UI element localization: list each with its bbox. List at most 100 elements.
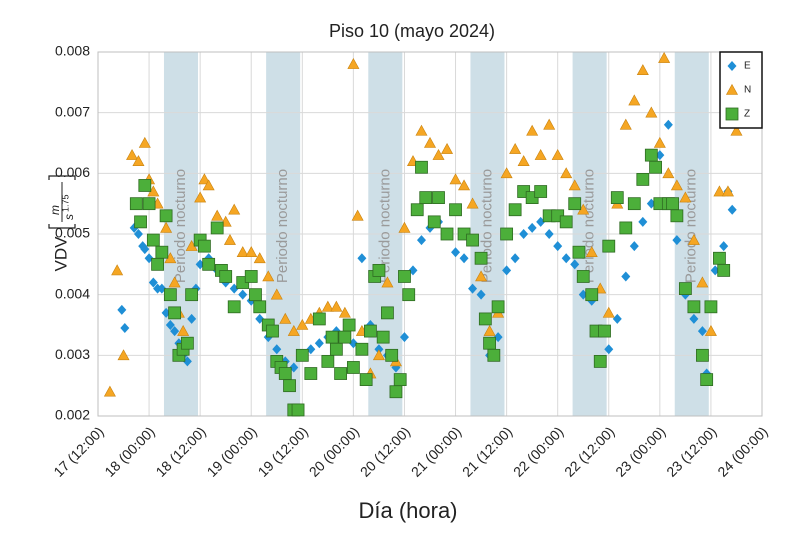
diamond-marker xyxy=(459,253,469,264)
triangle-marker xyxy=(653,136,666,148)
square-marker xyxy=(670,209,684,223)
square-marker xyxy=(159,209,173,223)
x-tick-label: 18 (12:00) xyxy=(152,423,208,479)
triangle-marker xyxy=(194,191,207,203)
diamond-marker xyxy=(544,229,554,239)
square-marker xyxy=(304,367,318,380)
diamond-marker xyxy=(357,253,367,264)
triangle-marker xyxy=(253,252,266,264)
triangle-marker xyxy=(415,124,428,136)
triangle-marker xyxy=(658,51,671,63)
square-marker xyxy=(364,324,377,338)
diamond-marker xyxy=(527,222,537,233)
square-marker xyxy=(325,330,339,344)
square-marker xyxy=(666,197,680,211)
triangle-marker xyxy=(126,149,139,160)
x-tick-label: 23 (00:00) xyxy=(612,423,668,479)
square-marker xyxy=(491,300,505,314)
square-marker xyxy=(334,367,348,380)
x-tick-label: 24 (00:00) xyxy=(714,423,770,479)
square-marker xyxy=(598,324,611,338)
diamond-marker xyxy=(272,344,282,355)
diamond-marker xyxy=(117,304,127,315)
square-marker xyxy=(151,257,164,271)
x-tick-label: 23 (12:00) xyxy=(663,423,719,479)
triangle-marker xyxy=(381,276,394,288)
triangle-marker xyxy=(696,276,709,288)
square-marker xyxy=(440,227,454,241)
triangle-marker xyxy=(725,83,739,95)
square-marker xyxy=(410,203,424,217)
diamond-marker xyxy=(697,326,707,337)
square-marker xyxy=(398,270,411,283)
diamond-marker xyxy=(553,241,563,252)
square-marker xyxy=(129,197,143,211)
triangle-marker xyxy=(721,185,734,197)
triangle-marker xyxy=(372,349,385,361)
diamond-marker xyxy=(399,332,409,343)
triangle-marker xyxy=(628,94,641,106)
square-marker xyxy=(649,160,662,174)
plot-frame xyxy=(97,51,763,417)
night-label: Periodo nocturno xyxy=(274,169,291,283)
square-marker xyxy=(568,197,582,211)
square-marker xyxy=(432,191,445,205)
diamond-marker xyxy=(476,289,486,300)
triangle-marker xyxy=(449,173,462,185)
triangle-marker xyxy=(500,167,513,179)
triangle-marker xyxy=(619,118,632,130)
triangle-marker xyxy=(132,155,145,166)
unit-numerator: m xyxy=(48,205,62,215)
square-marker xyxy=(704,300,718,314)
square-marker xyxy=(372,263,386,277)
chart-title: Piso 10 (mayo 2024) xyxy=(329,21,495,41)
diamond-marker xyxy=(502,265,512,276)
triangle-marker xyxy=(168,276,181,288)
square-marker xyxy=(359,373,373,387)
square-marker xyxy=(619,221,633,235)
triangle-marker xyxy=(568,179,581,191)
triangle-marker xyxy=(517,155,530,166)
night-label: Periodo nocturno xyxy=(376,169,393,283)
triangle-marker xyxy=(296,318,309,330)
x-tick-label: 17 (12:00) xyxy=(50,423,106,479)
square-marker xyxy=(321,354,335,368)
diamond-marker xyxy=(570,259,580,270)
triangle-marker xyxy=(117,349,130,361)
square-marker xyxy=(244,270,258,283)
x-tick-label: 19 (00:00) xyxy=(204,423,260,479)
triangle-marker xyxy=(351,209,364,221)
triangle-marker xyxy=(687,233,700,245)
triangle-marker xyxy=(223,233,236,245)
triangle-marker xyxy=(670,179,683,191)
square-marker xyxy=(487,348,501,362)
square-marker xyxy=(227,300,241,314)
diamond-marker xyxy=(416,235,426,246)
square-marker xyxy=(636,172,650,186)
square-marker xyxy=(576,270,590,283)
triangle-marker xyxy=(321,300,334,312)
triangle-marker xyxy=(211,209,224,221)
square-marker xyxy=(678,282,692,296)
triangle-marker xyxy=(347,58,360,69)
x-tick-label: 22 (12:00) xyxy=(561,423,617,479)
square-marker xyxy=(163,288,177,302)
square-marker xyxy=(342,318,356,332)
square-marker xyxy=(249,288,262,302)
square-marker xyxy=(593,354,607,368)
diamond-marker xyxy=(604,344,614,355)
triangle-marker xyxy=(423,136,437,148)
square-marker xyxy=(725,107,739,121)
triangle-marker xyxy=(458,179,471,191)
triangle-marker xyxy=(636,64,649,75)
square-marker xyxy=(278,367,292,380)
diamond-marker xyxy=(314,338,324,349)
square-marker xyxy=(146,233,160,247)
triangle-marker xyxy=(111,264,124,276)
triangle-marker xyxy=(551,149,564,160)
square-marker xyxy=(572,245,586,259)
square-marker xyxy=(610,191,624,205)
triangle-marker xyxy=(138,136,151,148)
diamond-marker xyxy=(727,61,737,71)
square-marker xyxy=(376,330,390,344)
